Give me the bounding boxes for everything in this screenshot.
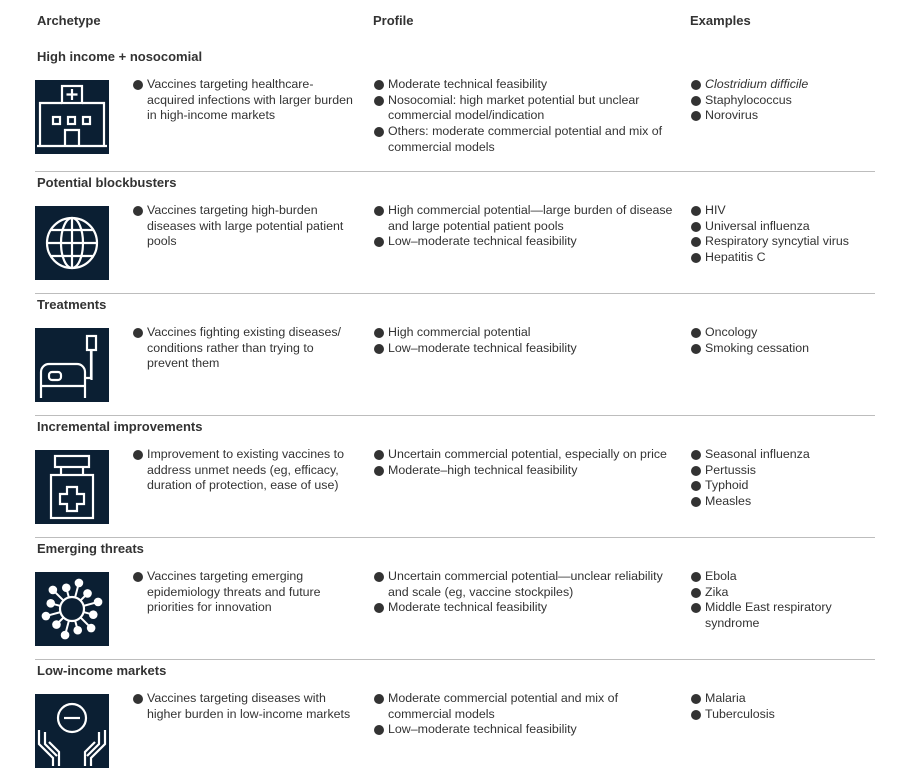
profile-item: High commercial potential — [373, 325, 673, 341]
archetype-row: Emerging threats Vaccines targeting emer… — [35, 537, 875, 660]
description-item: Vaccines targeting emerging epidemiology… — [132, 569, 357, 616]
profile-list: High commercial potential—large burden o… — [373, 203, 673, 250]
profile-list: Uncertain commercial potential, especial… — [373, 447, 673, 478]
example-item: Malaria — [690, 691, 875, 707]
example-list: Malaria Tuberculosis — [690, 691, 875, 722]
example-item: Middle East respiratory syndrome — [690, 600, 875, 631]
example-item: Smoking cessation — [690, 341, 875, 357]
example-item: Oncology — [690, 325, 875, 341]
example-item: Staphylococcus — [690, 93, 875, 109]
archetype-row: Treatments Vaccines fighting existing di… — [35, 293, 875, 416]
profile-item: Nosocomial: high market potential but un… — [373, 93, 673, 124]
profile-item: Low–moderate technical feasibility — [373, 722, 673, 738]
profile-item: Uncertain commercial potential, especial… — [373, 447, 673, 463]
description-list: Improvement to existing vaccines to addr… — [132, 447, 357, 494]
example-list: Oncology Smoking cessation — [690, 325, 875, 356]
example-item: Typhoid — [690, 478, 875, 494]
example-list: Ebola Zika Middle East respiratory syndrom… — [690, 569, 875, 632]
archetype-row: High income + nosocomial Vaccines target… — [35, 46, 875, 168]
example-item: Seasonal influenza — [690, 447, 875, 463]
archetype-row: Incremental improvements Improvement to … — [35, 415, 875, 538]
example-list: Seasonal influenza Pertussis Typhoid Measle… — [690, 447, 875, 510]
profile-item: Low–moderate technical feasibility — [373, 234, 673, 250]
description-item: Vaccines targeting diseases with higher … — [132, 691, 357, 722]
description-item: Vaccines targeting high-burden diseases … — [132, 203, 357, 250]
profile-item: Moderate–high technical feasibility — [373, 463, 673, 479]
description-item: Vaccines fighting existing diseases/ con… — [132, 325, 357, 372]
archetype-title: Low-income markets — [37, 663, 167, 678]
example-list: HIV Universal influenza Respiratory syncyt… — [690, 203, 875, 266]
profile-item: Uncertain commercial potential—unclear r… — [373, 569, 673, 600]
profile-item: Moderate technical feasibility — [373, 600, 673, 616]
description-item: Improvement to existing vaccines to addr… — [132, 447, 357, 494]
description-list: Vaccines targeting diseases with higher … — [132, 691, 357, 722]
hospital-icon — [35, 80, 109, 154]
archetype-row: Low-income markets Vaccines targeting di… — [35, 659, 875, 778]
profile-item: Moderate technical feasibility — [373, 77, 673, 93]
example-item: Clostridium difficile — [690, 77, 875, 93]
example-item: Ebola — [690, 569, 875, 585]
archetype-title: Emerging threats — [37, 541, 144, 556]
medicine-bottle-icon — [35, 450, 109, 524]
profile-list: Moderate technical feasibility Nosocomial… — [373, 77, 673, 156]
example-item: Pertussis — [690, 463, 875, 479]
description-item: Vaccines targeting healthcare-acquired i… — [132, 77, 357, 124]
profile-item: High commercial potential—large burden o… — [373, 203, 673, 234]
profile-item: Others: moderate commercial potential an… — [373, 124, 673, 155]
archetype-row: Potential blockbusters Vaccines targetin… — [35, 171, 875, 294]
example-item: Measles — [690, 494, 875, 510]
globe-icon — [35, 206, 109, 280]
hospital-bed-icon — [35, 328, 109, 402]
profile-list: Moderate commercial potential and mix of… — [373, 691, 673, 738]
virus-icon — [35, 572, 109, 646]
archetype-title: Treatments — [37, 297, 107, 312]
profile-item: Moderate commercial potential and mix of… — [373, 691, 673, 722]
column-header-examples: Examples — [690, 13, 751, 28]
example-item: Universal influenza — [690, 219, 875, 235]
example-item: Respiratory syncytial virus — [690, 234, 875, 250]
example-item: Norovirus — [690, 108, 875, 124]
description-list: Vaccines targeting healthcare-acquired i… — [132, 77, 357, 124]
example-item: Zika — [690, 585, 875, 601]
column-header-archetype: Archetype — [37, 13, 101, 28]
example-item: HIV — [690, 203, 875, 219]
example-item: Tuberculosis — [690, 707, 875, 723]
profile-list: Uncertain commercial potential—unclear r… — [373, 569, 673, 616]
profile-item: Low–moderate technical feasibility — [373, 341, 673, 357]
column-header-profile: Profile — [373, 13, 414, 28]
hands-coin-icon — [35, 694, 109, 768]
example-list: Clostridium difficile Staphylococcus Norov… — [690, 77, 875, 124]
description-list: Vaccines targeting high-burden diseases … — [132, 203, 357, 250]
description-list: Vaccines targeting emerging epidemiology… — [132, 569, 357, 616]
profile-list: High commercial potential Low–moderate te… — [373, 325, 673, 356]
archetype-title: High income + nosocomial — [37, 49, 203, 64]
description-list: Vaccines fighting existing diseases/ con… — [132, 325, 357, 372]
archetype-title: Potential blockbusters — [37, 175, 177, 190]
archetype-title: Incremental improvements — [37, 419, 203, 434]
example-item: Hepatitis C — [690, 250, 875, 266]
